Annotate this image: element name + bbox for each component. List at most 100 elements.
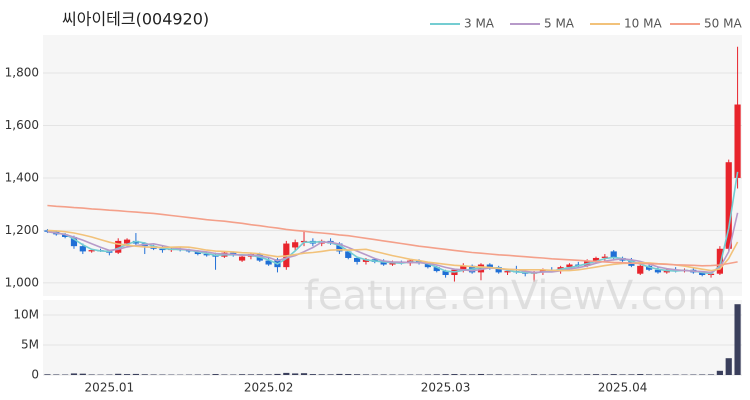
candle-body [592, 257, 600, 261]
volume-bar [132, 373, 140, 375]
candle-body [336, 243, 343, 252]
y-tick-label: 0 [31, 368, 39, 382]
chart-title: 씨아이테크(004920) [62, 10, 209, 29]
volume-bar [734, 304, 741, 375]
candle-body [734, 104, 741, 178]
volume-bar [584, 374, 591, 375]
volume-bar [486, 374, 493, 375]
volume-bar [699, 374, 706, 375]
candle-body [203, 254, 210, 256]
volume-bar [70, 373, 78, 375]
volume-bar [716, 370, 723, 375]
volume-bar [53, 374, 60, 375]
volume-bar [79, 373, 86, 375]
candle-body [345, 251, 352, 258]
volume-bar [274, 373, 281, 375]
candle-body [495, 267, 502, 273]
volume-bar [513, 374, 520, 375]
volume-bar [637, 374, 644, 375]
volume-bar [123, 374, 131, 375]
volume-bar [238, 374, 246, 375]
candle-body [654, 269, 662, 273]
candle-body [354, 257, 361, 262]
x-tick-label: 2025.01 [85, 381, 135, 395]
volume-bar [557, 374, 564, 375]
x-tick-label: 2025.03 [421, 381, 471, 395]
volume-bar [575, 374, 582, 375]
ma-line [47, 212, 739, 274]
y-tick-label: 1,200 [5, 223, 39, 237]
watermark: feature.enViewV.com [304, 273, 726, 319]
volume-bar [336, 373, 343, 375]
y-tick-label: 10M [13, 308, 39, 322]
volume-bar [88, 374, 95, 375]
volume-bar [212, 374, 219, 375]
ma-line [47, 204, 738, 267]
candle-body [566, 264, 573, 268]
volume-bar [362, 374, 370, 375]
volume-bar [300, 373, 308, 375]
volume-bar [203, 374, 210, 375]
volume-bar [256, 374, 263, 375]
candle-body [442, 271, 449, 276]
volume-bar [619, 374, 626, 375]
candle-body [433, 267, 440, 272]
x-tick-label: 2025.02 [244, 381, 294, 395]
candle-body [159, 248, 166, 251]
volume-bar [115, 373, 122, 375]
y-tick-label: 1,400 [5, 170, 39, 184]
candle-body [424, 263, 431, 268]
candle-body [79, 246, 86, 252]
volume-bar [309, 374, 316, 375]
candle-body [123, 239, 131, 244]
volume-bar [610, 374, 617, 375]
volume-bar [495, 374, 502, 375]
volume-bar [477, 373, 485, 375]
candle-body [460, 265, 467, 270]
volume-bar [247, 374, 255, 375]
volume-bar [530, 374, 538, 375]
candle-body [115, 240, 122, 253]
volume-bar [292, 373, 299, 375]
volume-bar [654, 374, 662, 375]
legend-label: 3 MA [464, 17, 495, 31]
y-tick-label: 5M [21, 338, 39, 352]
volume-panel [43, 300, 742, 375]
candle-body [70, 236, 78, 247]
volume-bar [539, 374, 547, 375]
volume-bar [645, 374, 653, 375]
candle-body [725, 162, 732, 249]
volume-bar [283, 372, 290, 375]
y-tick-label: 1,600 [5, 118, 39, 132]
candle-body [88, 250, 95, 252]
volume-bar [354, 374, 361, 375]
candle-body [716, 248, 723, 274]
candle-body [504, 271, 511, 273]
volume-bar [725, 358, 732, 375]
volume-bar [460, 374, 467, 375]
x-tick-label: 2025.04 [598, 381, 648, 395]
candle-body [380, 261, 387, 265]
volume-bar [221, 374, 228, 375]
volume-bar [265, 374, 272, 375]
y-tick-label: 1,000 [5, 275, 39, 289]
candle-body [637, 265, 644, 274]
volume-bar [380, 374, 387, 375]
legend-label: 10 MA [624, 17, 662, 31]
volume-bar [44, 374, 51, 375]
legend-label: 50 MA [704, 17, 742, 31]
volume-bar [628, 374, 635, 375]
candle-body [539, 269, 547, 273]
candle-body [62, 234, 69, 237]
volume-bar [566, 374, 573, 375]
volume-bar [150, 374, 157, 375]
volume-bar [442, 374, 449, 375]
candle-body [601, 256, 608, 258]
volume-bar [318, 374, 325, 375]
legend-label: 5 MA [544, 17, 575, 31]
volume-bar [592, 374, 600, 375]
volume-bar [424, 374, 431, 375]
volume-bar [327, 374, 334, 375]
candle-body [292, 242, 299, 248]
